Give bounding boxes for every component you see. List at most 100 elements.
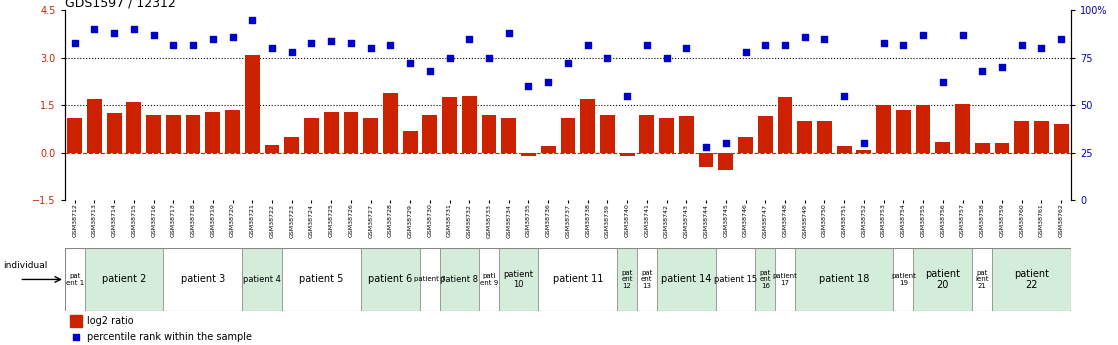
Bar [679, 116, 693, 152]
Bar [243, 248, 282, 310]
Point [598, 55, 616, 61]
Text: patient 11: patient 11 [552, 275, 603, 284]
Point [657, 55, 675, 61]
Point [539, 80, 557, 85]
Point [874, 40, 892, 46]
Point [144, 32, 162, 38]
Bar [1054, 124, 1069, 152]
Bar [856, 149, 871, 152]
Bar [541, 146, 556, 152]
Point [480, 55, 498, 61]
Point [1013, 42, 1031, 47]
Bar [973, 248, 992, 310]
Bar [146, 115, 161, 152]
Point [954, 32, 972, 38]
Text: patient
20: patient 20 [926, 269, 960, 290]
Bar [163, 248, 243, 310]
Bar [284, 137, 300, 152]
Bar [420, 248, 439, 310]
Text: patient
10: patient 10 [503, 270, 533, 289]
Bar [383, 92, 398, 152]
Bar [165, 115, 181, 152]
Bar [756, 248, 775, 310]
Bar [836, 146, 852, 152]
Bar [913, 248, 973, 310]
Point [164, 42, 182, 47]
Point [678, 46, 695, 51]
Bar [482, 115, 496, 152]
Bar [656, 248, 716, 310]
Bar [186, 115, 200, 152]
Point [993, 65, 1011, 70]
Bar [699, 152, 713, 167]
Bar [521, 152, 536, 156]
Bar [738, 137, 752, 152]
Bar [87, 99, 102, 152]
Text: pat
ent
12: pat ent 12 [622, 270, 633, 289]
Bar [600, 115, 615, 152]
Bar [539, 248, 617, 310]
Bar [304, 118, 319, 152]
Bar [126, 102, 141, 152]
Bar [65, 248, 85, 310]
Bar [916, 105, 930, 152]
Bar [499, 248, 539, 310]
Point [934, 80, 951, 85]
Bar [992, 248, 1071, 310]
Point [815, 36, 833, 42]
Text: patient 6: patient 6 [368, 275, 413, 284]
Bar [617, 248, 637, 310]
Point [638, 42, 656, 47]
Text: pat
ent 1: pat ent 1 [66, 273, 84, 286]
Point [244, 17, 262, 22]
Point [224, 34, 241, 40]
Bar [619, 152, 635, 156]
Point [362, 46, 380, 51]
Bar [896, 110, 911, 152]
Text: pat
ent
13: pat ent 13 [641, 270, 653, 289]
Point [184, 42, 202, 47]
Bar [758, 116, 773, 152]
Text: patient 5: patient 5 [300, 275, 343, 284]
Point [67, 335, 85, 340]
Bar [480, 248, 499, 310]
Bar [69, 315, 82, 327]
Bar [265, 145, 280, 152]
Text: pati
ent 9: pati ent 9 [480, 273, 499, 286]
Point [420, 68, 438, 74]
Text: patient 7: patient 7 [414, 276, 446, 283]
Point [85, 27, 103, 32]
Text: patient 14: patient 14 [661, 275, 711, 284]
Point [756, 42, 774, 47]
Point [322, 38, 340, 43]
Bar [637, 248, 656, 310]
Text: patient 2: patient 2 [102, 275, 146, 284]
Bar [245, 55, 259, 152]
Text: GDS1597 / 12312: GDS1597 / 12312 [65, 0, 176, 9]
Point [342, 40, 360, 46]
Point [579, 42, 597, 47]
Point [401, 61, 419, 66]
Point [440, 55, 458, 61]
Bar [639, 115, 654, 152]
Text: patient 18: patient 18 [819, 275, 870, 284]
Bar [439, 248, 480, 310]
Text: patient 3: patient 3 [181, 275, 225, 284]
Bar [462, 96, 476, 152]
Text: percentile rank within the sample: percentile rank within the sample [87, 333, 252, 342]
Point [66, 40, 84, 46]
Text: pat
ent
16: pat ent 16 [759, 270, 771, 289]
Point [461, 36, 479, 42]
Bar [775, 248, 795, 310]
Bar [1034, 121, 1049, 152]
Bar [225, 110, 240, 152]
Point [105, 30, 123, 36]
Bar [797, 121, 812, 152]
Point [559, 61, 577, 66]
Point [737, 49, 755, 55]
Bar [1014, 121, 1029, 152]
Text: pat
ient
21: pat ient 21 [976, 270, 989, 289]
Bar [660, 118, 674, 152]
Point [974, 68, 992, 74]
Point [894, 42, 912, 47]
